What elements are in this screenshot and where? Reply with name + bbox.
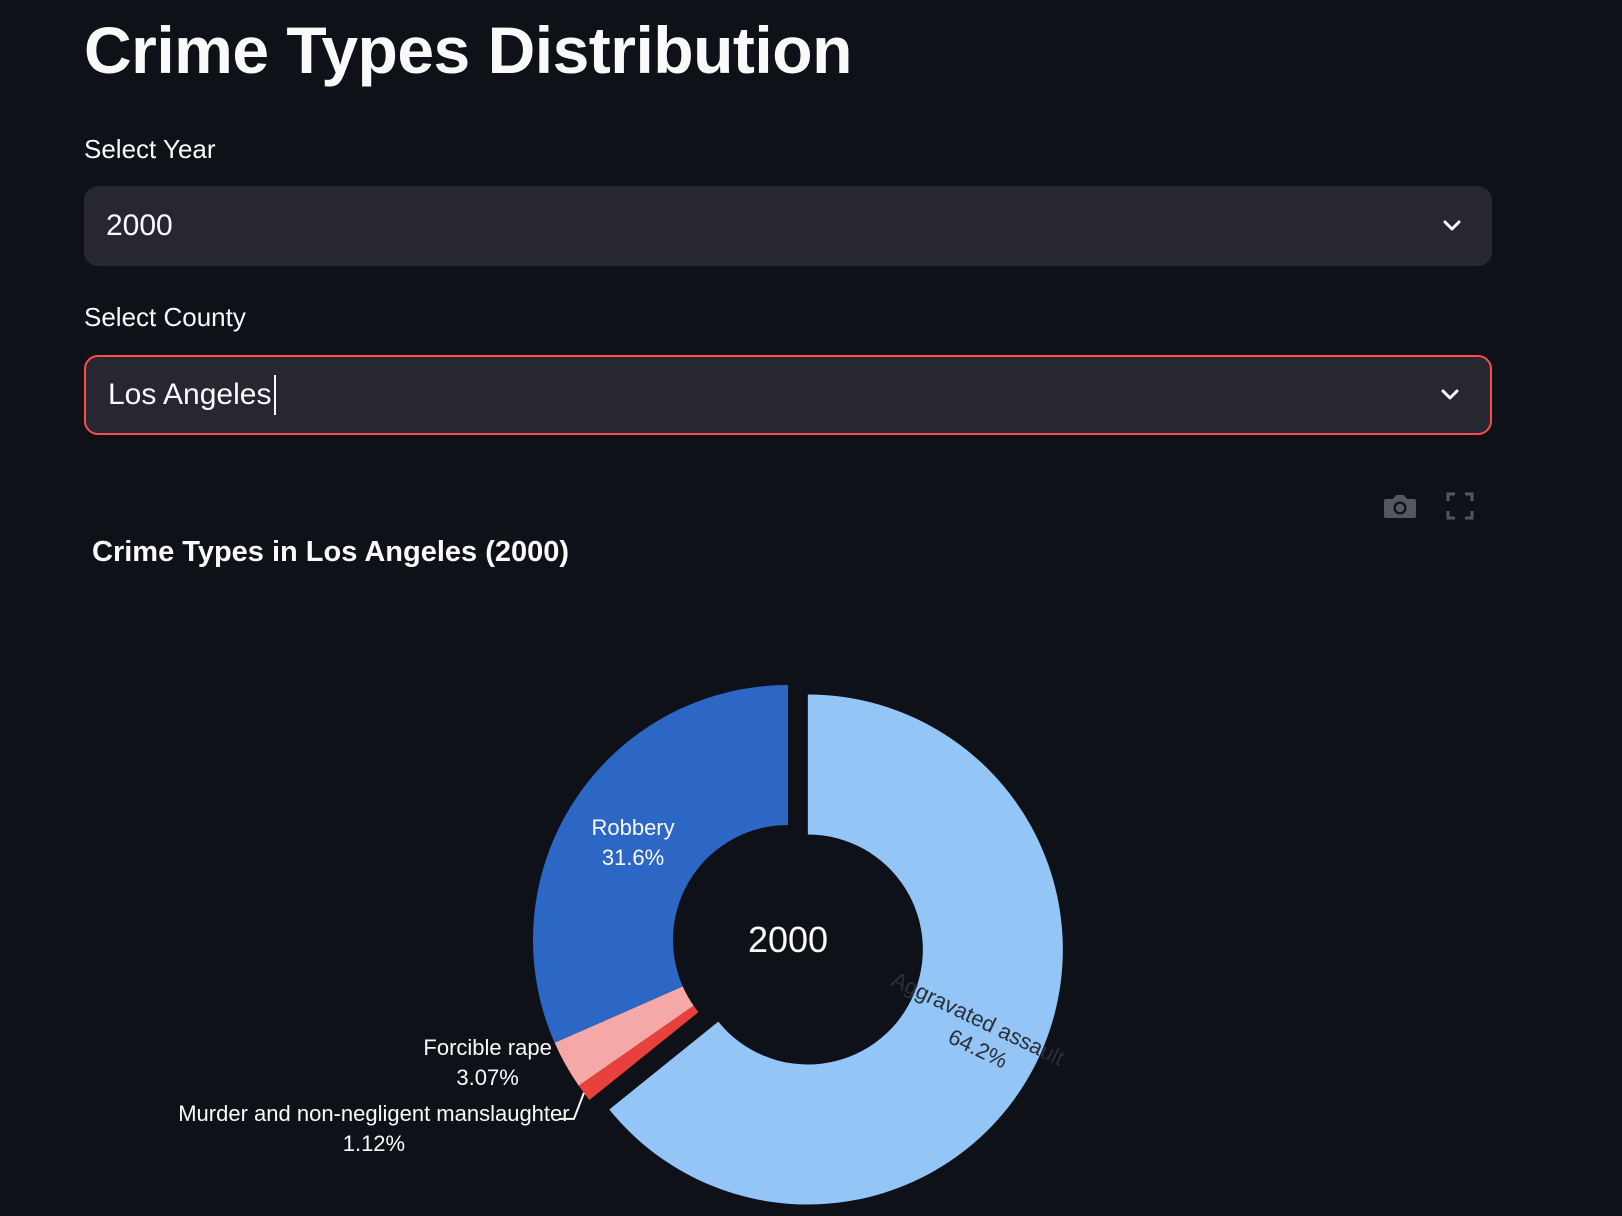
slice-robbery[interactable]	[532, 685, 788, 1043]
slice-label-forcible-rape: Forcible rape	[423, 1035, 551, 1060]
county-select-value: Los Angeles	[108, 378, 272, 411]
county-select-label: Select County	[84, 302, 246, 332]
slice-aggravated-assault[interactable]	[609, 694, 1063, 1205]
slice-value-murder-and-non-negligent-manslaughter: 1.12%	[343, 1131, 405, 1156]
slice-murder-and-non-negligent-manslaughter[interactable]	[578, 1005, 699, 1100]
page-title: Crime Types Distribution	[84, 13, 852, 87]
leader-line-murder-and-non-negligent-manslaughter	[559, 1092, 585, 1120]
camera-icon[interactable]	[1382, 488, 1418, 524]
slice-value-forcible-rape: 3.07%	[456, 1065, 518, 1090]
chevron-down-icon	[1443, 220, 1461, 231]
chart-title: Crime Types in Los Angeles (2000)	[92, 536, 570, 568]
donut-center-label: 2000	[748, 919, 828, 960]
fullscreen-icon[interactable]	[1442, 488, 1478, 524]
text-caret	[274, 375, 277, 415]
slice-value-robbery: 31.6%	[602, 845, 664, 870]
slice-label-robbery: Robbery	[591, 815, 674, 840]
chevron-down-icon	[1441, 389, 1459, 400]
slice-label-murder-and-non-negligent-manslaughter: Murder and non-negligent manslaughter	[178, 1101, 569, 1126]
year-select[interactable]: 2000	[84, 186, 1492, 266]
county-select[interactable]: Los Angeles	[84, 355, 1492, 435]
year-select-value: 2000	[106, 209, 173, 242]
year-select-label: Select Year	[84, 134, 216, 164]
county-select-input[interactable]: Los Angeles	[108, 375, 277, 415]
slice-forcible-rape[interactable]	[554, 986, 694, 1086]
